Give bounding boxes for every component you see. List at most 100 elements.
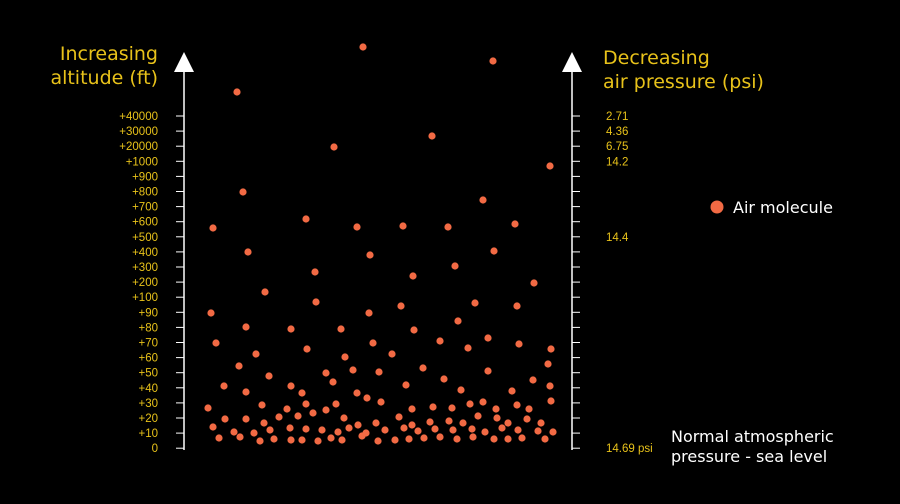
air-molecule-dot [484, 367, 492, 375]
air-molecule-dot [349, 366, 357, 374]
air-molecule-dot [440, 375, 448, 383]
right-axis-title-line2: air pressure (psi) [603, 71, 764, 93]
air-molecule-dot [298, 436, 306, 444]
air-molecule-dot [466, 400, 474, 408]
air-molecule-dot [451, 262, 459, 270]
right-axis-label: 2.71 [606, 111, 628, 123]
air-molecule-dot [454, 317, 462, 325]
air-molecule-dot [322, 406, 330, 414]
air-molecule-dot [369, 339, 377, 347]
air-molecule-dot [457, 386, 465, 394]
air-molecule-dot [529, 376, 537, 384]
air-molecule-dot [511, 220, 519, 228]
left-tick-label: +200 [132, 277, 158, 289]
right-axis-label: 14.4 [606, 232, 629, 244]
left-tick-label: +60 [138, 353, 158, 365]
air-molecule-dot [489, 57, 497, 65]
air-molecule-dot [546, 382, 554, 390]
air-molecule-dot [287, 325, 295, 333]
air-molecule-dot [207, 309, 215, 317]
air-molecules [204, 43, 557, 445]
air-molecule-dot [448, 404, 456, 412]
air-molecule-dot [492, 405, 500, 413]
air-molecule-dot [318, 426, 326, 434]
air-molecule-dot [525, 405, 533, 413]
air-molecule-dot [265, 372, 273, 380]
air-molecule-dot [283, 405, 291, 413]
air-molecule-dot [303, 345, 311, 353]
air-molecule-dot [221, 415, 229, 423]
air-molecule-dot [287, 382, 295, 390]
air-molecule-dot [402, 381, 410, 389]
air-molecule-dot [395, 413, 403, 421]
left-tick-label: +800 [132, 187, 158, 199]
air-molecule-dot [337, 325, 345, 333]
air-molecule-dot [436, 337, 444, 345]
air-molecule-dot [468, 425, 476, 433]
air-molecule-dot [365, 309, 373, 317]
air-molecule-dot [547, 397, 555, 405]
air-molecule-dot [513, 401, 521, 409]
air-molecule-dot [544, 360, 552, 368]
air-molecule-dot [209, 423, 217, 431]
air-molecule-dot [408, 405, 416, 413]
air-molecule-dot [515, 340, 523, 348]
air-molecule-dot [270, 435, 278, 443]
air-molecule-dot [332, 400, 340, 408]
air-molecule-dot [261, 288, 269, 296]
air-molecule-dot [287, 436, 295, 444]
air-molecule-dot [250, 429, 258, 437]
air-molecule-dot [464, 344, 472, 352]
left-tick-label: +80 [138, 322, 158, 334]
left-tick-label: +70 [138, 338, 158, 350]
air-molecule-dot [479, 196, 487, 204]
air-molecule-dot [235, 362, 243, 370]
air-molecule-dot [504, 435, 512, 443]
air-molecule-dot [311, 268, 319, 276]
air-molecule-dot [546, 162, 554, 170]
air-molecule-dot [256, 437, 264, 445]
air-molecule-dot [353, 389, 361, 397]
air-molecule-dot [286, 424, 294, 432]
air-molecule-dot [353, 223, 361, 231]
left-tick-label: +30000 [119, 126, 158, 138]
right-axis-labels: 2.71 4.36 6.75 14.2 14.4 14.69 psi [606, 111, 653, 455]
air-molecule-dot [397, 302, 405, 310]
left-axis-title-line1: Increasing [60, 43, 158, 65]
air-molecule-dot [537, 419, 545, 427]
left-tick-label: +10 [138, 428, 158, 440]
air-molecule-dot [428, 132, 436, 140]
air-molecule-dot [375, 368, 383, 376]
air-molecule-dot [508, 387, 516, 395]
air-molecule-dot [513, 302, 521, 310]
left-tick-label: +300 [132, 262, 158, 274]
left-tick-label: +600 [132, 217, 158, 229]
air-molecule-dot [518, 434, 526, 442]
air-molecule-dot [236, 433, 244, 441]
air-molecule-dot [547, 345, 555, 353]
air-molecule-dot [474, 412, 482, 420]
air-molecule-dot [469, 433, 477, 441]
air-molecule-dot [242, 388, 250, 396]
right-axis-label: 6.75 [606, 141, 628, 153]
air-molecule-dot [541, 435, 549, 443]
air-molecule-dot [354, 421, 362, 429]
air-molecule-dot [345, 424, 353, 432]
left-axis-arrow-icon [174, 52, 194, 72]
air-molecule-dot [388, 350, 396, 358]
air-molecule-dot [530, 279, 538, 287]
sea-level-note-line1: Normal atmospheric [671, 427, 834, 446]
air-molecule-dot [436, 433, 444, 441]
air-molecule-dot [400, 424, 408, 432]
air-molecule-dot [329, 378, 337, 386]
sea-level-note-line2: pressure - sea level [671, 447, 827, 466]
left-tick-label: +100 [132, 292, 158, 304]
air-molecule-dot [239, 188, 247, 196]
air-molecule-dot [426, 418, 434, 426]
air-molecule-dot [275, 413, 283, 421]
air-molecule-dot [374, 437, 382, 445]
air-molecule-dot [431, 425, 439, 433]
air-molecule-dot [391, 436, 399, 444]
air-molecule-dot [314, 437, 322, 445]
